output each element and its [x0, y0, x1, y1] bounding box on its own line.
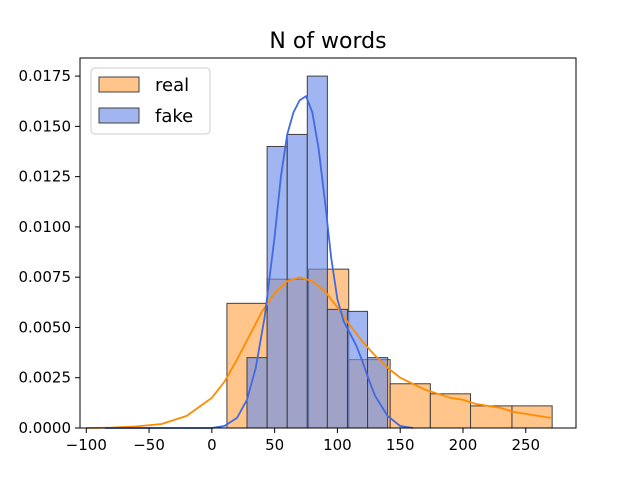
x-tick-label: 50	[265, 436, 284, 454]
y-tick-label: 0.0025	[19, 369, 72, 387]
axes-frame	[79, 57, 577, 429]
fake-bar	[306, 75, 328, 429]
chart-title: N of words	[269, 29, 386, 54]
y-tick-label: 0.0100	[19, 218, 72, 236]
legend-label-real: real	[155, 75, 189, 96]
fake-bar	[367, 357, 389, 429]
y-tick-label: 0.0125	[19, 168, 72, 186]
y-tick-label: 0.0150	[19, 117, 72, 135]
y-tick-label: 0.0175	[19, 67, 72, 85]
legend-swatch-fake	[98, 107, 140, 124]
fake-bar	[286, 133, 308, 429]
x-tick-label: −50	[133, 436, 165, 454]
legend-label-fake: fake	[155, 106, 193, 127]
fake-bar	[326, 308, 348, 429]
real-bar	[389, 383, 431, 429]
y-tick-label: 0.0050	[19, 318, 72, 336]
x-tick-label: 0	[207, 436, 217, 454]
real-kde-line	[86, 276, 552, 429]
fake-bar	[246, 357, 268, 429]
fake-bar	[266, 145, 288, 429]
real-bar	[429, 393, 472, 429]
x-tick-label: 100	[323, 436, 352, 454]
y-tick-label: 0.0075	[19, 268, 72, 286]
x-tick-label: −100	[66, 436, 107, 454]
x-tick-label: 200	[449, 436, 478, 454]
fake-kde-line	[105, 94, 413, 429]
legend-swatch-real	[98, 76, 140, 93]
x-tick-label: 250	[511, 436, 540, 454]
x-tick-label: 150	[386, 436, 415, 454]
y-tick-label: 0.0000	[19, 419, 72, 437]
